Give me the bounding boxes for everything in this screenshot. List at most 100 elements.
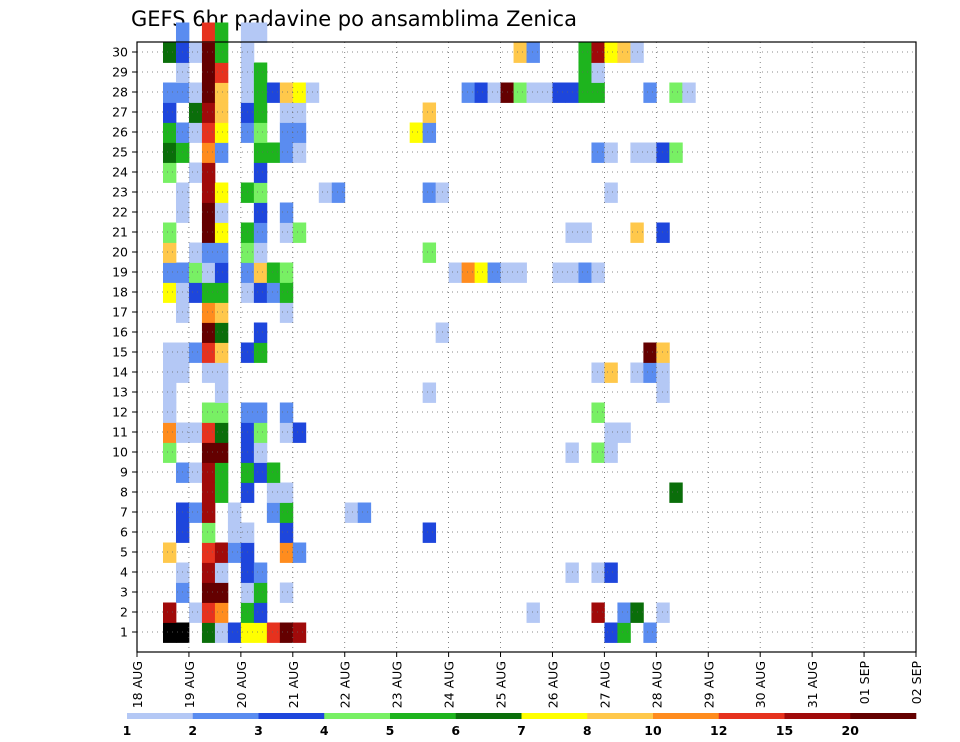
- heatmap-cell: [175, 22, 190, 43]
- heatmap-cell: [214, 102, 229, 123]
- heatmap-cell: [461, 82, 475, 103]
- heatmap-cell: [604, 442, 618, 463]
- heatmap-cell: [253, 462, 268, 483]
- heatmap-cell: [591, 262, 605, 283]
- heatmap-cell: [214, 82, 229, 103]
- y-tick-label: 21: [112, 225, 128, 240]
- heatmap-cell: [188, 502, 203, 523]
- x-tick-label: 29 AUG: [701, 661, 716, 708]
- heatmap-cell: [253, 422, 268, 443]
- y-tick-label: 2: [120, 605, 128, 620]
- heatmap-cell: [604, 42, 618, 63]
- heatmap-cell: [214, 222, 229, 243]
- heatmap-cell: [422, 102, 437, 123]
- heatmap-cell: [188, 602, 203, 623]
- heatmap-cell: [682, 82, 696, 103]
- heatmap-cell: [292, 542, 307, 563]
- heatmap-cell: [163, 362, 177, 383]
- heatmap-cell: [266, 142, 281, 163]
- heatmap-cell: [240, 402, 255, 423]
- legend-label: 6: [451, 723, 460, 738]
- heatmap-cell: [656, 602, 670, 623]
- heatmap-cell: [214, 622, 229, 643]
- heatmap-cell: [214, 202, 229, 223]
- y-tick-label: 26: [112, 125, 128, 140]
- heatmap-cell: [565, 262, 579, 283]
- heatmap-cell: [175, 262, 190, 283]
- heatmap-cell: [214, 42, 229, 63]
- heatmap-cell: [617, 622, 631, 643]
- heatmap-cell: [188, 342, 203, 363]
- heatmap-cell: [656, 142, 670, 163]
- heatmap-cell: [279, 582, 294, 603]
- heatmap-cell: [279, 622, 294, 643]
- heatmap-cell: [474, 262, 488, 283]
- heatmap-cell: [163, 382, 177, 403]
- heatmap-cell: [240, 242, 255, 263]
- heatmap-cell: [201, 102, 216, 123]
- heatmap-cell: [591, 82, 605, 103]
- y-tick-label: 11: [112, 425, 128, 440]
- heatmap-cells: [163, 22, 696, 643]
- heatmap-cell: [435, 182, 450, 203]
- heatmap-cell: [214, 322, 229, 343]
- heatmap-cell: [422, 182, 437, 203]
- x-tick-label: 02 SEP: [909, 661, 924, 705]
- heatmap-cell: [175, 282, 190, 303]
- heatmap-cell: [253, 262, 268, 283]
- heatmap-cell: [253, 622, 268, 643]
- y-tick-label: 7: [120, 505, 128, 520]
- heatmap-cell: [163, 622, 177, 643]
- heatmap-cell: [201, 322, 216, 343]
- heatmap-cell: [240, 582, 255, 603]
- y-tick-label: 27: [112, 105, 128, 120]
- heatmap-cell: [422, 382, 437, 403]
- x-tick-label: 24 AUG: [442, 661, 457, 708]
- heatmap-cell: [253, 442, 268, 463]
- heatmap-cell: [201, 542, 216, 563]
- heatmap-cell: [240, 602, 255, 623]
- heatmap-cell: [175, 302, 190, 323]
- heatmap-cell: [643, 342, 657, 363]
- heatmap-cell: [201, 62, 216, 83]
- heatmap-cell: [279, 302, 294, 323]
- heatmap-cell: [201, 402, 216, 423]
- heatmap-cell: [240, 422, 255, 443]
- heatmap-cell: [279, 502, 294, 523]
- legend-swatch: [653, 713, 720, 719]
- heatmap-cell: [266, 622, 281, 643]
- x-axis-ticks: 18 AUG 19 AUG 20 AUG 21 AUG 22 AUG 23 AUG 24 A…: [130, 652, 924, 708]
- heatmap-cell: [163, 102, 177, 123]
- heatmap-cell: [253, 602, 268, 623]
- heatmap-cell: [163, 122, 177, 143]
- x-tick-label: 26 AUG: [545, 661, 560, 708]
- heatmap-cell: [513, 262, 527, 283]
- heatmap-cell: [163, 402, 177, 423]
- y-tick-label: 5: [120, 545, 128, 560]
- heatmap-cell: [253, 562, 268, 583]
- heatmap-cell: [539, 82, 553, 103]
- heatmap-cell: [279, 222, 294, 243]
- heatmap-cell: [656, 222, 670, 243]
- heatmap-cell: [669, 142, 683, 163]
- heatmap-cell: [240, 462, 255, 483]
- heatmap-cell: [409, 122, 424, 143]
- heatmap-cell: [630, 362, 644, 383]
- heatmap-cell: [461, 262, 475, 283]
- heatmap-cell: [201, 282, 216, 303]
- heatmap-cell: [253, 142, 268, 163]
- legend-label: 8: [583, 723, 592, 738]
- heatmap-cell: [240, 622, 255, 643]
- heatmap-cell: [656, 342, 670, 363]
- chart-title: GEFS 6hr padavine po ansamblima Zenica: [131, 7, 577, 31]
- heatmap-cell: [253, 282, 268, 303]
- heatmap-cell: [526, 82, 540, 103]
- heatmap-cell: [591, 402, 605, 423]
- heatmap-cell: [279, 542, 294, 563]
- heatmap-cell: [617, 422, 631, 443]
- heatmap-cell: [292, 102, 307, 123]
- heatmap-cell: [201, 362, 216, 383]
- legend-label: 3: [254, 723, 263, 738]
- heatmap-cell: [279, 142, 294, 163]
- legend-swatch: [127, 713, 194, 719]
